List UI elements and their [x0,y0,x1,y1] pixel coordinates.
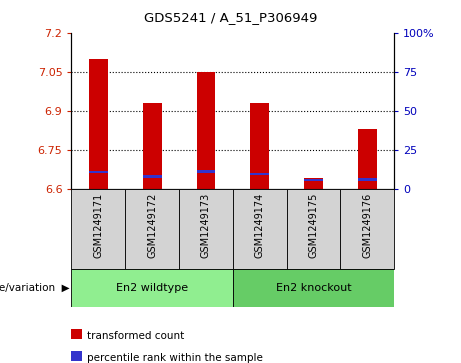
Bar [89,171,108,173]
Bar [143,175,161,178]
Bar [89,59,108,189]
Text: GSM1249176: GSM1249176 [362,193,372,258]
Bar [358,129,377,189]
Bar [358,178,377,181]
Bar [233,189,287,269]
Text: GSM1249175: GSM1249175 [308,193,319,258]
Text: En2 wildtype: En2 wildtype [116,283,188,293]
Bar [340,189,394,269]
Text: GSM1249174: GSM1249174 [254,193,265,258]
Bar [196,170,215,173]
Text: percentile rank within the sample: percentile rank within the sample [87,352,263,363]
Text: GSM1249172: GSM1249172 [147,193,157,258]
Bar [179,189,233,269]
Bar [233,269,394,307]
Text: transformed count: transformed count [87,331,184,341]
Bar [304,178,323,189]
Bar [250,173,269,175]
Bar [304,179,323,182]
Text: En2 knockout: En2 knockout [276,283,351,293]
Text: genotype/variation  ▶: genotype/variation ▶ [0,283,69,293]
Bar [143,103,161,189]
Text: GSM1249173: GSM1249173 [201,193,211,258]
Bar [196,72,215,189]
Bar [125,189,179,269]
Text: GSM1249171: GSM1249171 [93,193,103,258]
Text: GDS5241 / A_51_P306949: GDS5241 / A_51_P306949 [144,11,317,24]
Bar [71,269,233,307]
Bar [250,103,269,189]
Bar [287,189,340,269]
Bar [71,189,125,269]
